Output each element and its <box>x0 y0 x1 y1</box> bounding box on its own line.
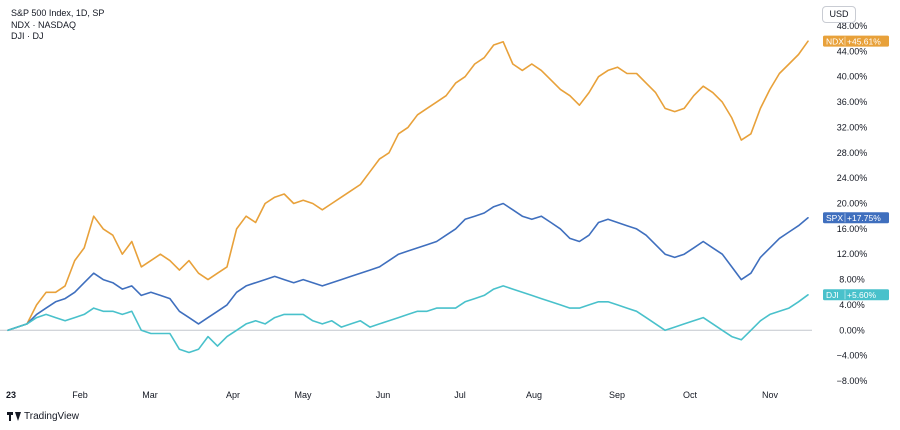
y-tick-label: 36.00% <box>837 97 868 107</box>
x-tick-label: May <box>294 390 312 400</box>
badge-bg <box>823 289 889 301</box>
y-tick-label: 40.00% <box>837 72 868 82</box>
badge-value: +17.75% <box>847 213 881 223</box>
x-tick-label: 23 <box>6 390 16 400</box>
x-tick-label: Jul <box>454 390 466 400</box>
tradingview-branding[interactable]: TradingView <box>7 411 79 422</box>
y-tick-label: 24.00% <box>837 173 868 183</box>
y-axis: 48.00% 44.00% 40.00% 36.00% 32.00% 28.00% 24.0… <box>837 21 868 386</box>
legend-dji[interactable]: DJI · DJ <box>11 31 44 41</box>
last-value-badges: NDX +45.61% SPX +17.75% DJI +5.60% <box>823 35 889 301</box>
y-tick-label: 8.00% <box>839 275 865 285</box>
x-tick-label: Aug <box>526 390 542 400</box>
y-tick-label: 12.00% <box>837 249 868 259</box>
x-tick-label: Mar <box>142 390 158 400</box>
badge-symbol: SPX <box>826 213 843 223</box>
badge-symbol: DJI <box>826 290 839 300</box>
y-tick-label: 44.00% <box>837 46 868 56</box>
chart-legend: S&P 500 Index, 1D, SP NDX · NASDAQ DJI ·… <box>11 8 104 43</box>
x-axis: 23 Feb Mar Apr May Jun Jul Aug Sep Oct Nov <box>6 390 779 400</box>
tradingview-logo-icon <box>7 412 21 421</box>
y-tick-label: 4.00% <box>839 300 865 310</box>
x-tick-label: Oct <box>683 390 698 400</box>
y-tick-label: 48.00% <box>837 21 868 31</box>
branding-label: TradingView <box>24 411 80 422</box>
x-tick-label: Apr <box>226 390 240 400</box>
y-tick-label: −8.00% <box>837 376 868 386</box>
series-layer <box>7 40 809 354</box>
legend-spx-title[interactable]: S&P 500 Index, 1D, SP <box>11 8 105 18</box>
currency-button[interactable]: USD <box>822 6 856 23</box>
x-tick-label: Feb <box>72 390 88 400</box>
badge-value: +5.60% <box>847 290 877 300</box>
x-tick-label: Jun <box>376 390 391 400</box>
y-tick-label: 20.00% <box>837 199 868 209</box>
badge-bg <box>823 35 889 47</box>
y-tick-label: 32.00% <box>837 122 868 132</box>
badge-symbol: NDX <box>826 36 844 46</box>
badge-value: +45.61% <box>847 36 881 46</box>
y-tick-label: −4.00% <box>837 351 868 361</box>
badge-ndx: NDX +45.61% <box>823 35 889 47</box>
series-line-ndx[interactable] <box>7 40 809 332</box>
badge-bg <box>823 212 889 224</box>
x-tick-label: Nov <box>762 390 779 400</box>
badge-dji: DJI +5.60% <box>823 289 889 301</box>
series-line-spx[interactable] <box>7 202 809 332</box>
series-line-dji[interactable] <box>7 285 809 354</box>
legend-ndx[interactable]: NDX · NASDAQ <box>11 19 77 30</box>
y-tick-label: 28.00% <box>837 148 868 158</box>
y-tick-label: 0.00% <box>839 325 865 335</box>
y-tick-label: 16.00% <box>837 224 868 234</box>
x-tick-label: Sep <box>609 390 625 400</box>
badge-spx: SPX +17.75% <box>823 212 889 224</box>
